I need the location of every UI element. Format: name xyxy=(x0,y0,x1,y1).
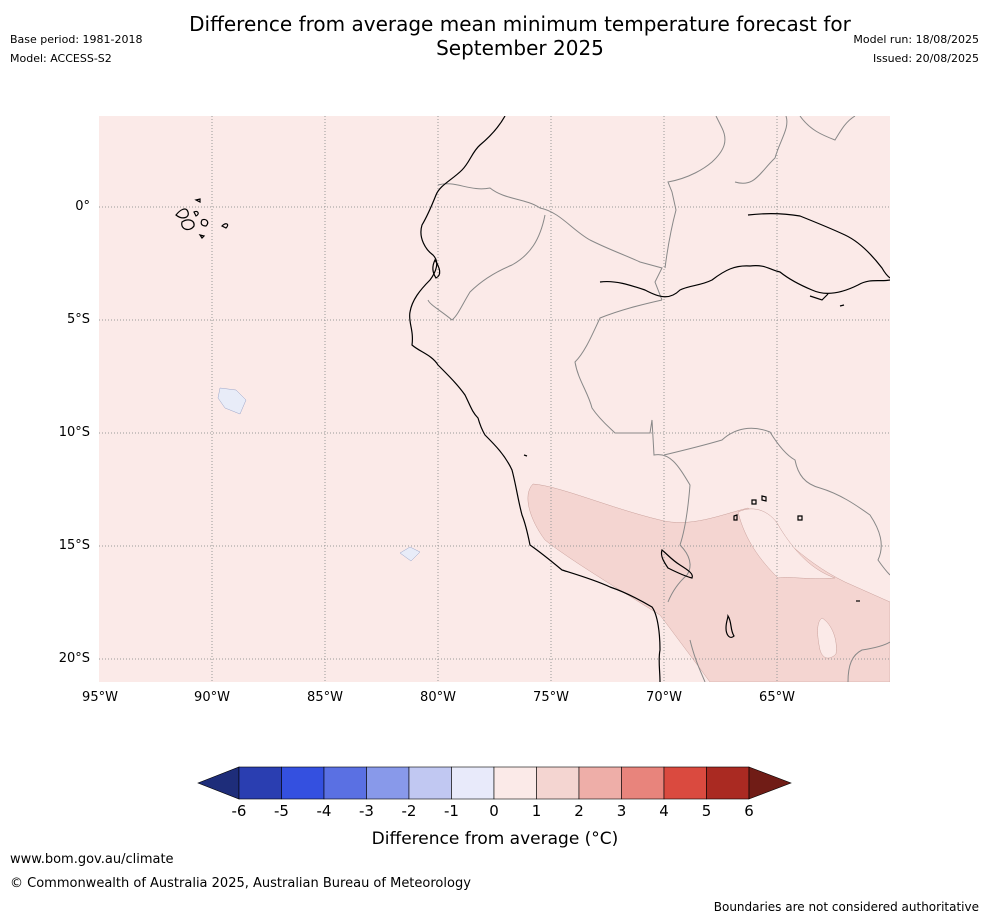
colorbar-segment xyxy=(451,766,495,800)
colorbar-tick-label: -2 xyxy=(401,802,417,820)
colorbar-segment xyxy=(536,766,580,800)
anomaly-region-neg1-to-0-a xyxy=(217,387,247,415)
colorbar-tick-label: 4 xyxy=(659,802,669,820)
footer-copyright: © Commonwealth of Australia 2025, Austra… xyxy=(10,876,471,891)
colorbar-tick-label: -6 xyxy=(231,802,247,820)
base-period-text: Base period: 1981-2018 xyxy=(10,33,143,46)
colorbar-segment xyxy=(366,766,410,800)
lat-label-0: 0° xyxy=(75,199,90,214)
lon-label-85w: 85°W xyxy=(307,690,343,705)
anomaly-region-1-to-2 xyxy=(527,483,890,682)
colorbar-extend-low xyxy=(197,766,240,800)
colorbar-tick-label: -3 xyxy=(359,802,374,820)
colorbar-segment xyxy=(323,766,367,800)
colorbar-tick-label: -1 xyxy=(444,802,459,820)
colorbar-tick-label: 3 xyxy=(616,802,627,820)
lat-label-15s: 15°S xyxy=(58,538,90,553)
colorbar-segment xyxy=(663,766,707,800)
title-line-1: Difference from average mean minimum tem… xyxy=(189,12,851,36)
colorbar-tick-label: 2 xyxy=(574,802,584,820)
anomaly-region-0-to-1-small xyxy=(817,617,837,659)
lat-label-10s: 10°S xyxy=(58,425,90,440)
lon-label-80w: 80°W xyxy=(420,690,456,705)
lon-label-65w: 65°W xyxy=(759,690,795,705)
title-line-2: September 2025 xyxy=(436,36,604,60)
colorbar xyxy=(197,766,792,800)
coastline xyxy=(175,116,890,682)
lat-label-5s: 5°S xyxy=(66,312,90,327)
colorbar-tick-label: 6 xyxy=(744,802,754,820)
colorbar-tick-label: 1 xyxy=(531,802,542,820)
footer-disclaimer: Boundaries are not considered authoritat… xyxy=(713,900,979,914)
lon-label-75w: 75°W xyxy=(533,690,569,705)
map-title: Difference from average mean minimum tem… xyxy=(160,12,880,60)
colorbar-tick-label: -4 xyxy=(316,802,332,820)
anomaly-region-0-to-1-inner xyxy=(737,508,836,579)
model-text: Model: ACCESS-S2 xyxy=(10,52,112,65)
footer-url: www.bom.gov.au/climate xyxy=(10,852,174,867)
country-borders xyxy=(427,116,890,682)
gridlines xyxy=(99,116,890,682)
colorbar-tick-label: 0 xyxy=(489,802,499,820)
colorbar-title: Difference from average (°C) xyxy=(371,829,619,849)
colorbar-segment xyxy=(238,766,282,800)
colorbar-extend-high xyxy=(748,766,792,800)
colorbar-segment xyxy=(493,766,537,800)
lat-label-20s: 20°S xyxy=(58,651,90,666)
lon-label-95w: 95°W xyxy=(82,690,118,705)
colorbar-tick-label: 5 xyxy=(701,802,712,820)
colorbar-segment xyxy=(621,766,665,800)
anomaly-region-neg1-to-0-b xyxy=(399,546,421,562)
colorbar-segment xyxy=(281,766,325,800)
colorbar-segment xyxy=(706,766,750,800)
colorbar-segment xyxy=(408,766,452,800)
issued-text: Issued: 20/08/2025 xyxy=(872,52,979,65)
colorbar-segment xyxy=(578,766,622,800)
lon-label-70w: 70°W xyxy=(646,690,682,705)
colorbar-tick-label: -5 xyxy=(274,802,289,820)
model-run-text: Model run: 18/08/2025 xyxy=(853,33,979,46)
lon-label-90w: 90°W xyxy=(194,690,230,705)
